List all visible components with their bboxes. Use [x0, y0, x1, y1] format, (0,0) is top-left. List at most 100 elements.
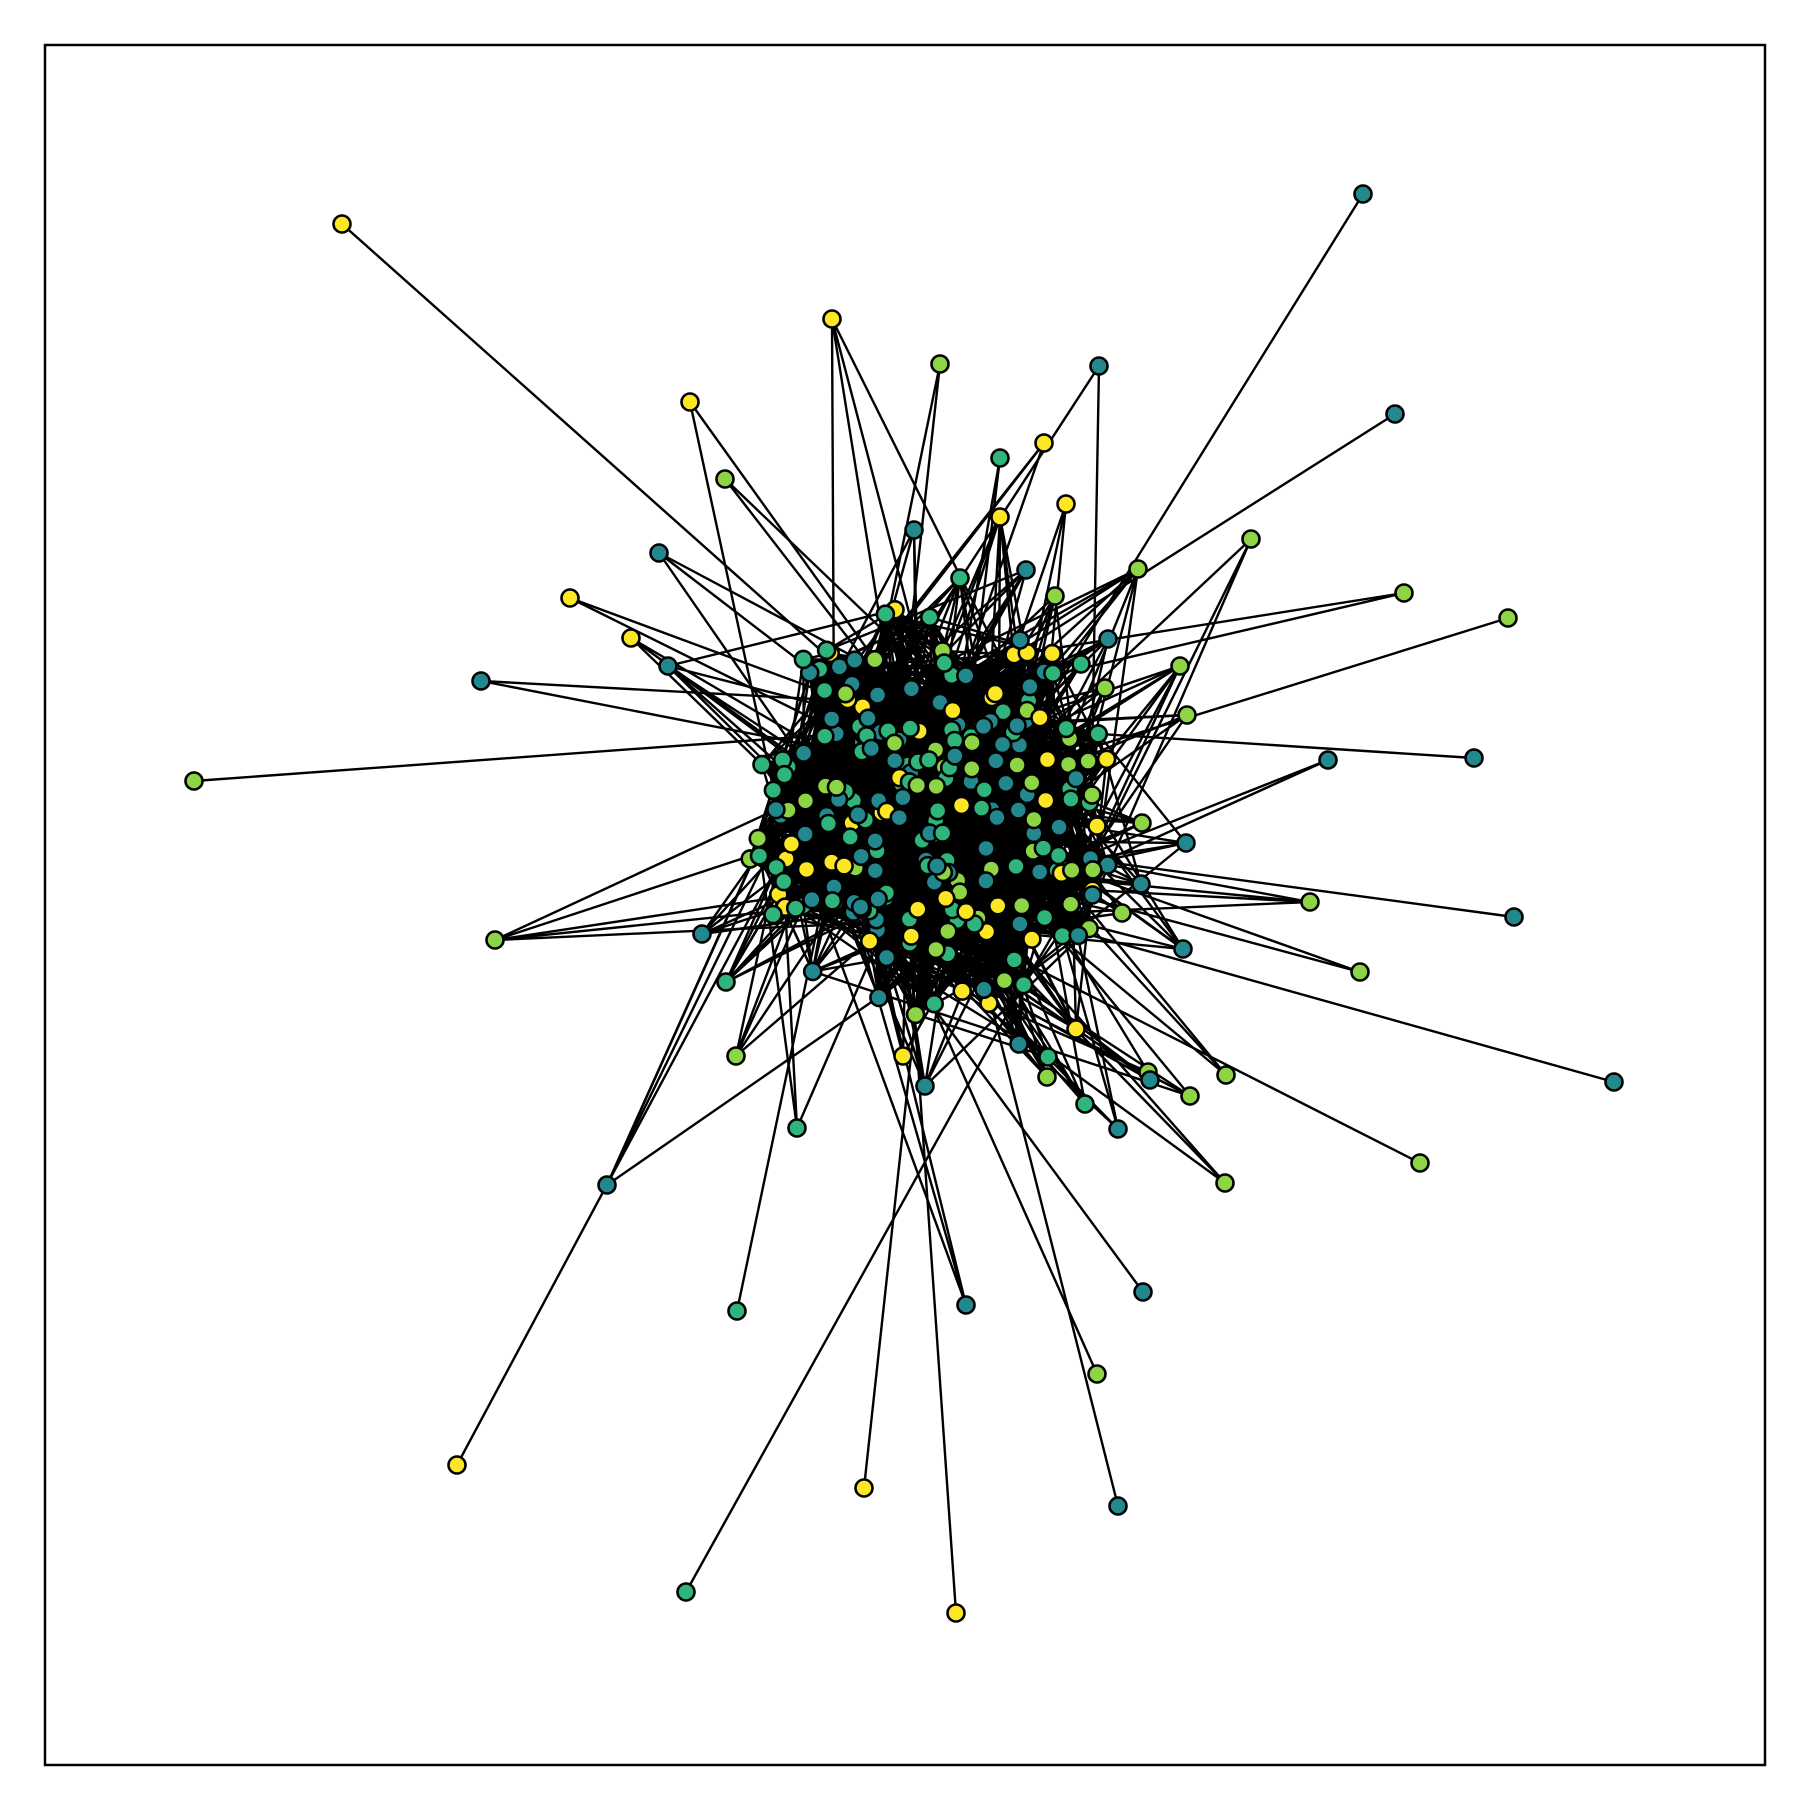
graph-node-core-98	[1043, 663, 1063, 684]
graph-node-core-215	[952, 981, 973, 1001]
graph-node-core-233	[945, 746, 965, 766]
graph-node-p22	[184, 771, 204, 791]
graph-node-p68	[893, 1046, 913, 1066]
graph-node-p61	[1045, 586, 1065, 606]
graph-node-core-152	[1060, 894, 1081, 915]
graph-node-core-205	[859, 931, 880, 952]
graph-node-p4	[1089, 356, 1109, 376]
graph-node-core-187	[816, 640, 837, 661]
graph-node-core-132	[935, 888, 956, 909]
graph-edge	[734, 904, 805, 1058]
graph-node-core-38	[976, 871, 996, 891]
graph-node-core-34	[901, 678, 922, 699]
graph-node-core-194	[785, 898, 806, 919]
graph-node-p12	[1385, 404, 1405, 424]
graph-node-core-206	[1022, 772, 1042, 793]
graph-node-core-212	[1078, 751, 1098, 771]
graph-node-core-218	[748, 828, 769, 849]
graph-edge	[758, 649, 828, 858]
graph-node-core-224	[1007, 755, 1027, 775]
graph-node-core-82	[1020, 676, 1040, 697]
graph-node-p37	[956, 1295, 976, 1315]
graph-node-p42	[946, 1603, 966, 1623]
graph-node-core-236	[861, 738, 882, 759]
graph-node-core-103	[986, 751, 1006, 771]
graph-node-p49	[692, 924, 712, 944]
graph-node-core-226	[907, 775, 928, 796]
graph-node-p16	[471, 671, 491, 691]
graph-node-core-49	[1042, 643, 1062, 664]
graph-node-p8	[649, 543, 669, 563]
graph-node-p74	[1010, 630, 1030, 650]
graph-node-core-191	[884, 750, 905, 771]
graph-node-core-106	[802, 889, 822, 910]
graph-node-core-176	[814, 726, 835, 747]
graph-node-core-136	[875, 604, 896, 625]
graph-node-core-171	[868, 889, 888, 909]
graph-node-core-124	[985, 683, 1006, 704]
graph-node-core-122	[996, 773, 1016, 794]
graph-edge	[605, 808, 778, 1187]
graph-node-p70	[1066, 1019, 1086, 1039]
graph-node-core-76	[974, 779, 995, 800]
graph-node-core-40	[1082, 885, 1103, 905]
graph-node-core-64	[1066, 768, 1086, 789]
graph-edge	[884, 785, 938, 902]
graph-node-p1	[332, 214, 352, 234]
graph-node-core-178	[932, 823, 953, 843]
graph-node-p19	[1318, 750, 1338, 770]
graph-node-core-18	[1037, 749, 1058, 770]
graph-node-core-222	[934, 653, 955, 673]
graph-node-core-81	[1056, 718, 1076, 739]
graph-edge	[787, 528, 916, 769]
graph-node-core-42	[795, 790, 816, 811]
graph-node-p48	[485, 930, 505, 950]
graph-node-p3	[930, 354, 950, 374]
graph-node-core-199	[919, 607, 940, 628]
graph-node-core-170	[781, 834, 802, 854]
graph-node-core-138	[793, 649, 814, 670]
graph-edge	[629, 636, 764, 766]
graph-edge	[340, 222, 841, 669]
graph-node-core-167	[956, 901, 976, 922]
graph-node-core-227	[900, 718, 920, 738]
graph-node-core-68	[1004, 950, 1025, 970]
graph-node-p27	[1350, 962, 1370, 982]
graph-node-p6	[680, 392, 700, 412]
graph-node-core-186	[826, 777, 847, 797]
graph-node-p36	[1108, 1496, 1128, 1516]
graph-edge	[1091, 889, 1312, 904]
graph-node-core-145	[994, 970, 1015, 991]
graph-node-core-73	[976, 838, 996, 859]
graph-node-p14	[560, 588, 580, 608]
graph-node-core-200	[1024, 809, 1044, 830]
graph-node-p25	[1300, 892, 1320, 912]
graph-node-core-137	[766, 799, 786, 820]
graph-node-core-198	[865, 830, 886, 851]
graph-node-p39	[787, 1118, 807, 1138]
graph-node-core-217	[1011, 895, 1032, 916]
graph-node-core-210	[844, 650, 865, 671]
graph-node-core-97	[796, 859, 817, 880]
graph-node-core-11	[867, 685, 888, 705]
graph-node-p47	[716, 972, 736, 992]
graph-node-core-84	[1052, 925, 1073, 946]
graph-node-core-185	[822, 891, 843, 911]
graph-node-core-234	[818, 813, 839, 834]
graph-node-p13	[1241, 529, 1261, 549]
graph-node-p38	[1216, 1065, 1236, 1085]
graph-edge	[1003, 916, 1046, 982]
graph-node-p28	[1604, 1072, 1624, 1092]
graph-edge	[684, 983, 1025, 1594]
graph-node-core-235	[752, 754, 772, 775]
graph-node-p2	[822, 309, 842, 329]
graph-node-core-230	[1030, 707, 1050, 728]
graph-node-p71	[1009, 1034, 1029, 1054]
graph-node-core-85	[1022, 929, 1042, 949]
graph-node-core-139	[973, 716, 994, 737]
graph-node-p34	[1133, 1282, 1153, 1302]
graph-node-core-78	[961, 758, 982, 779]
graph-node-p59	[1128, 559, 1148, 579]
graph-node-p10	[1034, 433, 1054, 453]
